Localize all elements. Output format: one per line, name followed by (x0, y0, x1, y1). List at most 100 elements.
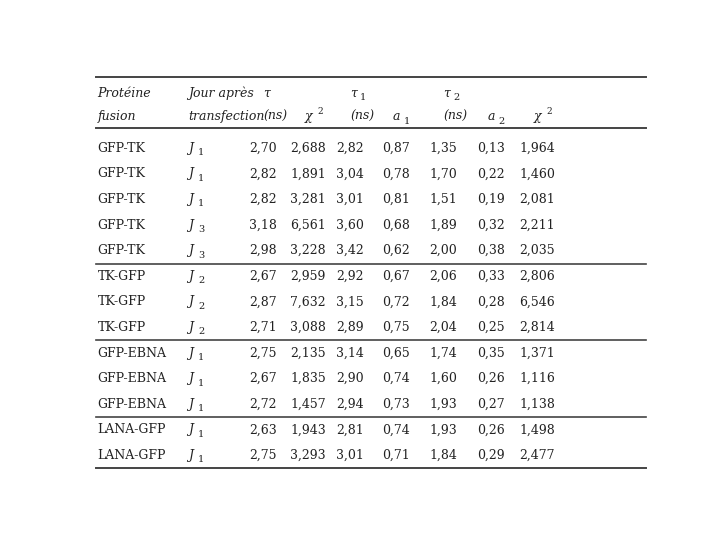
Text: 0,87: 0,87 (382, 142, 410, 155)
Text: 2,81: 2,81 (336, 423, 364, 437)
Text: 3,18: 3,18 (249, 219, 278, 232)
Text: 0,38: 0,38 (477, 244, 505, 257)
Text: 1,84: 1,84 (429, 449, 457, 462)
Text: 2,135: 2,135 (291, 347, 326, 360)
Text: 1: 1 (360, 93, 366, 102)
Text: 3,14: 3,14 (336, 347, 364, 360)
Text: 2,00: 2,00 (430, 244, 457, 257)
Text: 2,688: 2,688 (290, 142, 326, 155)
Text: 1: 1 (198, 404, 204, 413)
Text: 0,25: 0,25 (477, 321, 505, 334)
Text: 1: 1 (404, 116, 410, 126)
Text: GFP-TK: GFP-TK (97, 142, 146, 155)
Text: 0,81: 0,81 (382, 193, 410, 206)
Text: a: a (392, 110, 400, 124)
Text: 3,01: 3,01 (336, 449, 364, 462)
Text: 0,62: 0,62 (382, 244, 410, 257)
Text: J: J (188, 449, 193, 462)
Text: 3: 3 (198, 250, 204, 259)
Text: 0,35: 0,35 (477, 347, 505, 360)
Text: 1,371: 1,371 (519, 347, 555, 360)
Text: 2,75: 2,75 (249, 449, 277, 462)
Text: 2,67: 2,67 (249, 372, 277, 385)
Text: fusion: fusion (97, 110, 136, 124)
Text: 1,964: 1,964 (519, 142, 555, 155)
Text: 1: 1 (198, 353, 204, 362)
Text: J: J (188, 423, 193, 437)
Text: 2,814: 2,814 (519, 321, 555, 334)
Text: 1,138: 1,138 (519, 398, 555, 411)
Text: 0,26: 0,26 (477, 372, 505, 385)
Text: τ: τ (443, 87, 450, 100)
Text: 0,71: 0,71 (382, 449, 410, 462)
Text: 1: 1 (198, 430, 204, 439)
Text: 6,546: 6,546 (519, 295, 555, 309)
Text: 3: 3 (198, 225, 204, 234)
Text: 0,19: 0,19 (477, 193, 505, 206)
Text: 1,51: 1,51 (430, 193, 457, 206)
Text: 0,13: 0,13 (477, 142, 505, 155)
Text: 2,63: 2,63 (249, 423, 277, 437)
Text: 2,71: 2,71 (249, 321, 277, 334)
Text: 1: 1 (198, 455, 204, 464)
Text: 0,32: 0,32 (477, 219, 505, 232)
Text: 2,90: 2,90 (336, 372, 364, 385)
Text: transfection: transfection (188, 110, 265, 124)
Text: J: J (188, 347, 193, 360)
Text: 6,561: 6,561 (290, 219, 326, 232)
Text: 2,82: 2,82 (249, 193, 277, 206)
Text: Protéine: Protéine (97, 87, 151, 100)
Text: 2,94: 2,94 (336, 398, 364, 411)
Text: 0,75: 0,75 (383, 321, 410, 334)
Text: J: J (188, 398, 193, 411)
Text: J: J (188, 244, 193, 257)
Text: 1,84: 1,84 (429, 295, 457, 309)
Text: a: a (487, 110, 495, 124)
Text: 1,93: 1,93 (430, 423, 457, 437)
Text: 1: 1 (198, 378, 204, 387)
Text: 1,89: 1,89 (430, 219, 457, 232)
Text: 1,60: 1,60 (429, 372, 457, 385)
Text: 0,72: 0,72 (383, 295, 410, 309)
Text: J: J (188, 270, 193, 283)
Text: 0,68: 0,68 (382, 219, 410, 232)
Text: 7,632: 7,632 (291, 295, 326, 309)
Text: 2: 2 (454, 93, 459, 102)
Text: 2,081: 2,081 (519, 193, 555, 206)
Text: 0,74: 0,74 (382, 372, 410, 385)
Text: J: J (188, 193, 193, 206)
Text: 2: 2 (499, 116, 505, 126)
Text: 3,281: 3,281 (290, 193, 326, 206)
Text: 2,04: 2,04 (430, 321, 457, 334)
Text: 0,28: 0,28 (477, 295, 505, 309)
Text: J: J (188, 167, 193, 181)
Text: GFP-TK: GFP-TK (97, 193, 146, 206)
Text: 2: 2 (317, 107, 322, 116)
Text: 1: 1 (198, 148, 204, 157)
Text: 2,806: 2,806 (519, 270, 555, 283)
Text: 3,60: 3,60 (336, 219, 364, 232)
Text: 1,93: 1,93 (430, 398, 457, 411)
Text: 2,035: 2,035 (519, 244, 555, 257)
Text: 1,74: 1,74 (430, 347, 457, 360)
Text: 1,116: 1,116 (519, 372, 555, 385)
Text: 0,27: 0,27 (477, 398, 505, 411)
Text: 2,87: 2,87 (249, 295, 277, 309)
Text: (ns): (ns) (350, 110, 374, 124)
Text: 1,498: 1,498 (519, 423, 555, 437)
Text: J: J (188, 321, 193, 334)
Text: 0,67: 0,67 (382, 270, 410, 283)
Text: TK-GFP: TK-GFP (97, 270, 146, 283)
Text: 2,06: 2,06 (430, 270, 457, 283)
Text: 2,98: 2,98 (249, 244, 277, 257)
Text: 1: 1 (198, 199, 204, 208)
Text: 2: 2 (198, 276, 204, 285)
Text: τ: τ (350, 87, 357, 100)
Text: 3,228: 3,228 (291, 244, 326, 257)
Text: 2,67: 2,67 (249, 270, 277, 283)
Text: 3,15: 3,15 (336, 295, 364, 309)
Text: GFP-EBNA: GFP-EBNA (97, 372, 167, 385)
Text: 1,835: 1,835 (290, 372, 326, 385)
Text: 3,04: 3,04 (336, 167, 364, 181)
Text: GFP-TK: GFP-TK (97, 219, 146, 232)
